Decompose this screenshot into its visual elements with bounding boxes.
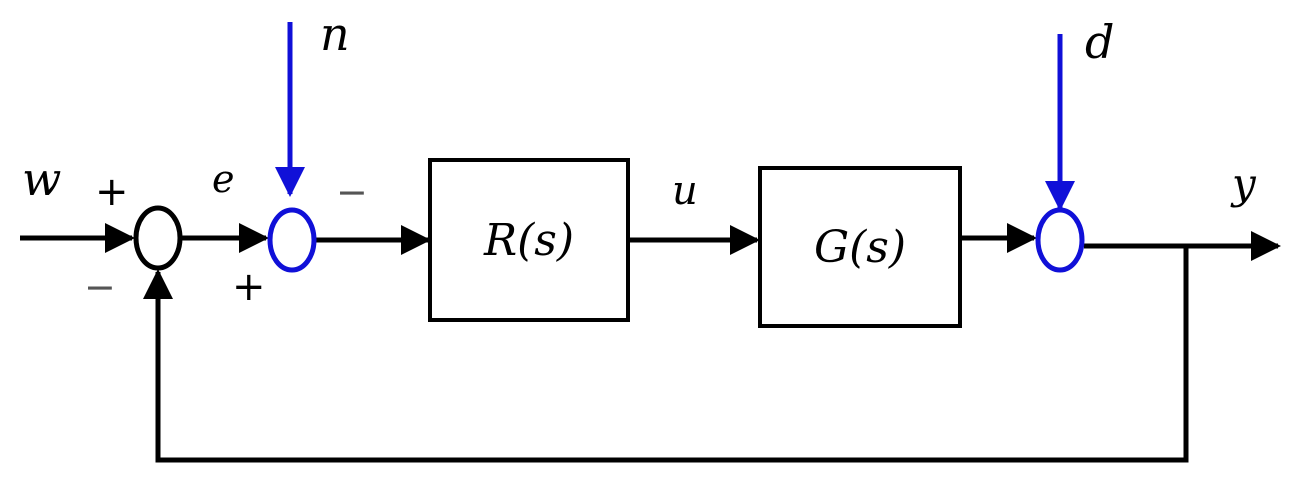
reference-label: w: [22, 152, 61, 206]
summing-junction-2: [267, 207, 317, 273]
sum1-plus-sign: +: [95, 169, 129, 215]
sum2-minus-sign: −: [336, 170, 368, 214]
summing-junction-1: [133, 205, 183, 271]
sum2-plus-sign: +: [232, 264, 266, 310]
control-label: u: [672, 168, 698, 214]
controller-block: [428, 158, 630, 322]
plant-block: [758, 166, 962, 328]
output-label: y: [1230, 159, 1257, 208]
feedback-line: [143, 246, 1189, 463]
error-label: e: [212, 157, 235, 201]
noise-label: n: [320, 7, 350, 61]
sum1-minus-sign: −: [84, 265, 116, 309]
summing-junction-3: [1035, 207, 1085, 273]
plant-label: G(s): [814, 222, 906, 273]
controller-label: R(s): [483, 215, 574, 266]
disturbance-label: d: [1085, 15, 1114, 69]
